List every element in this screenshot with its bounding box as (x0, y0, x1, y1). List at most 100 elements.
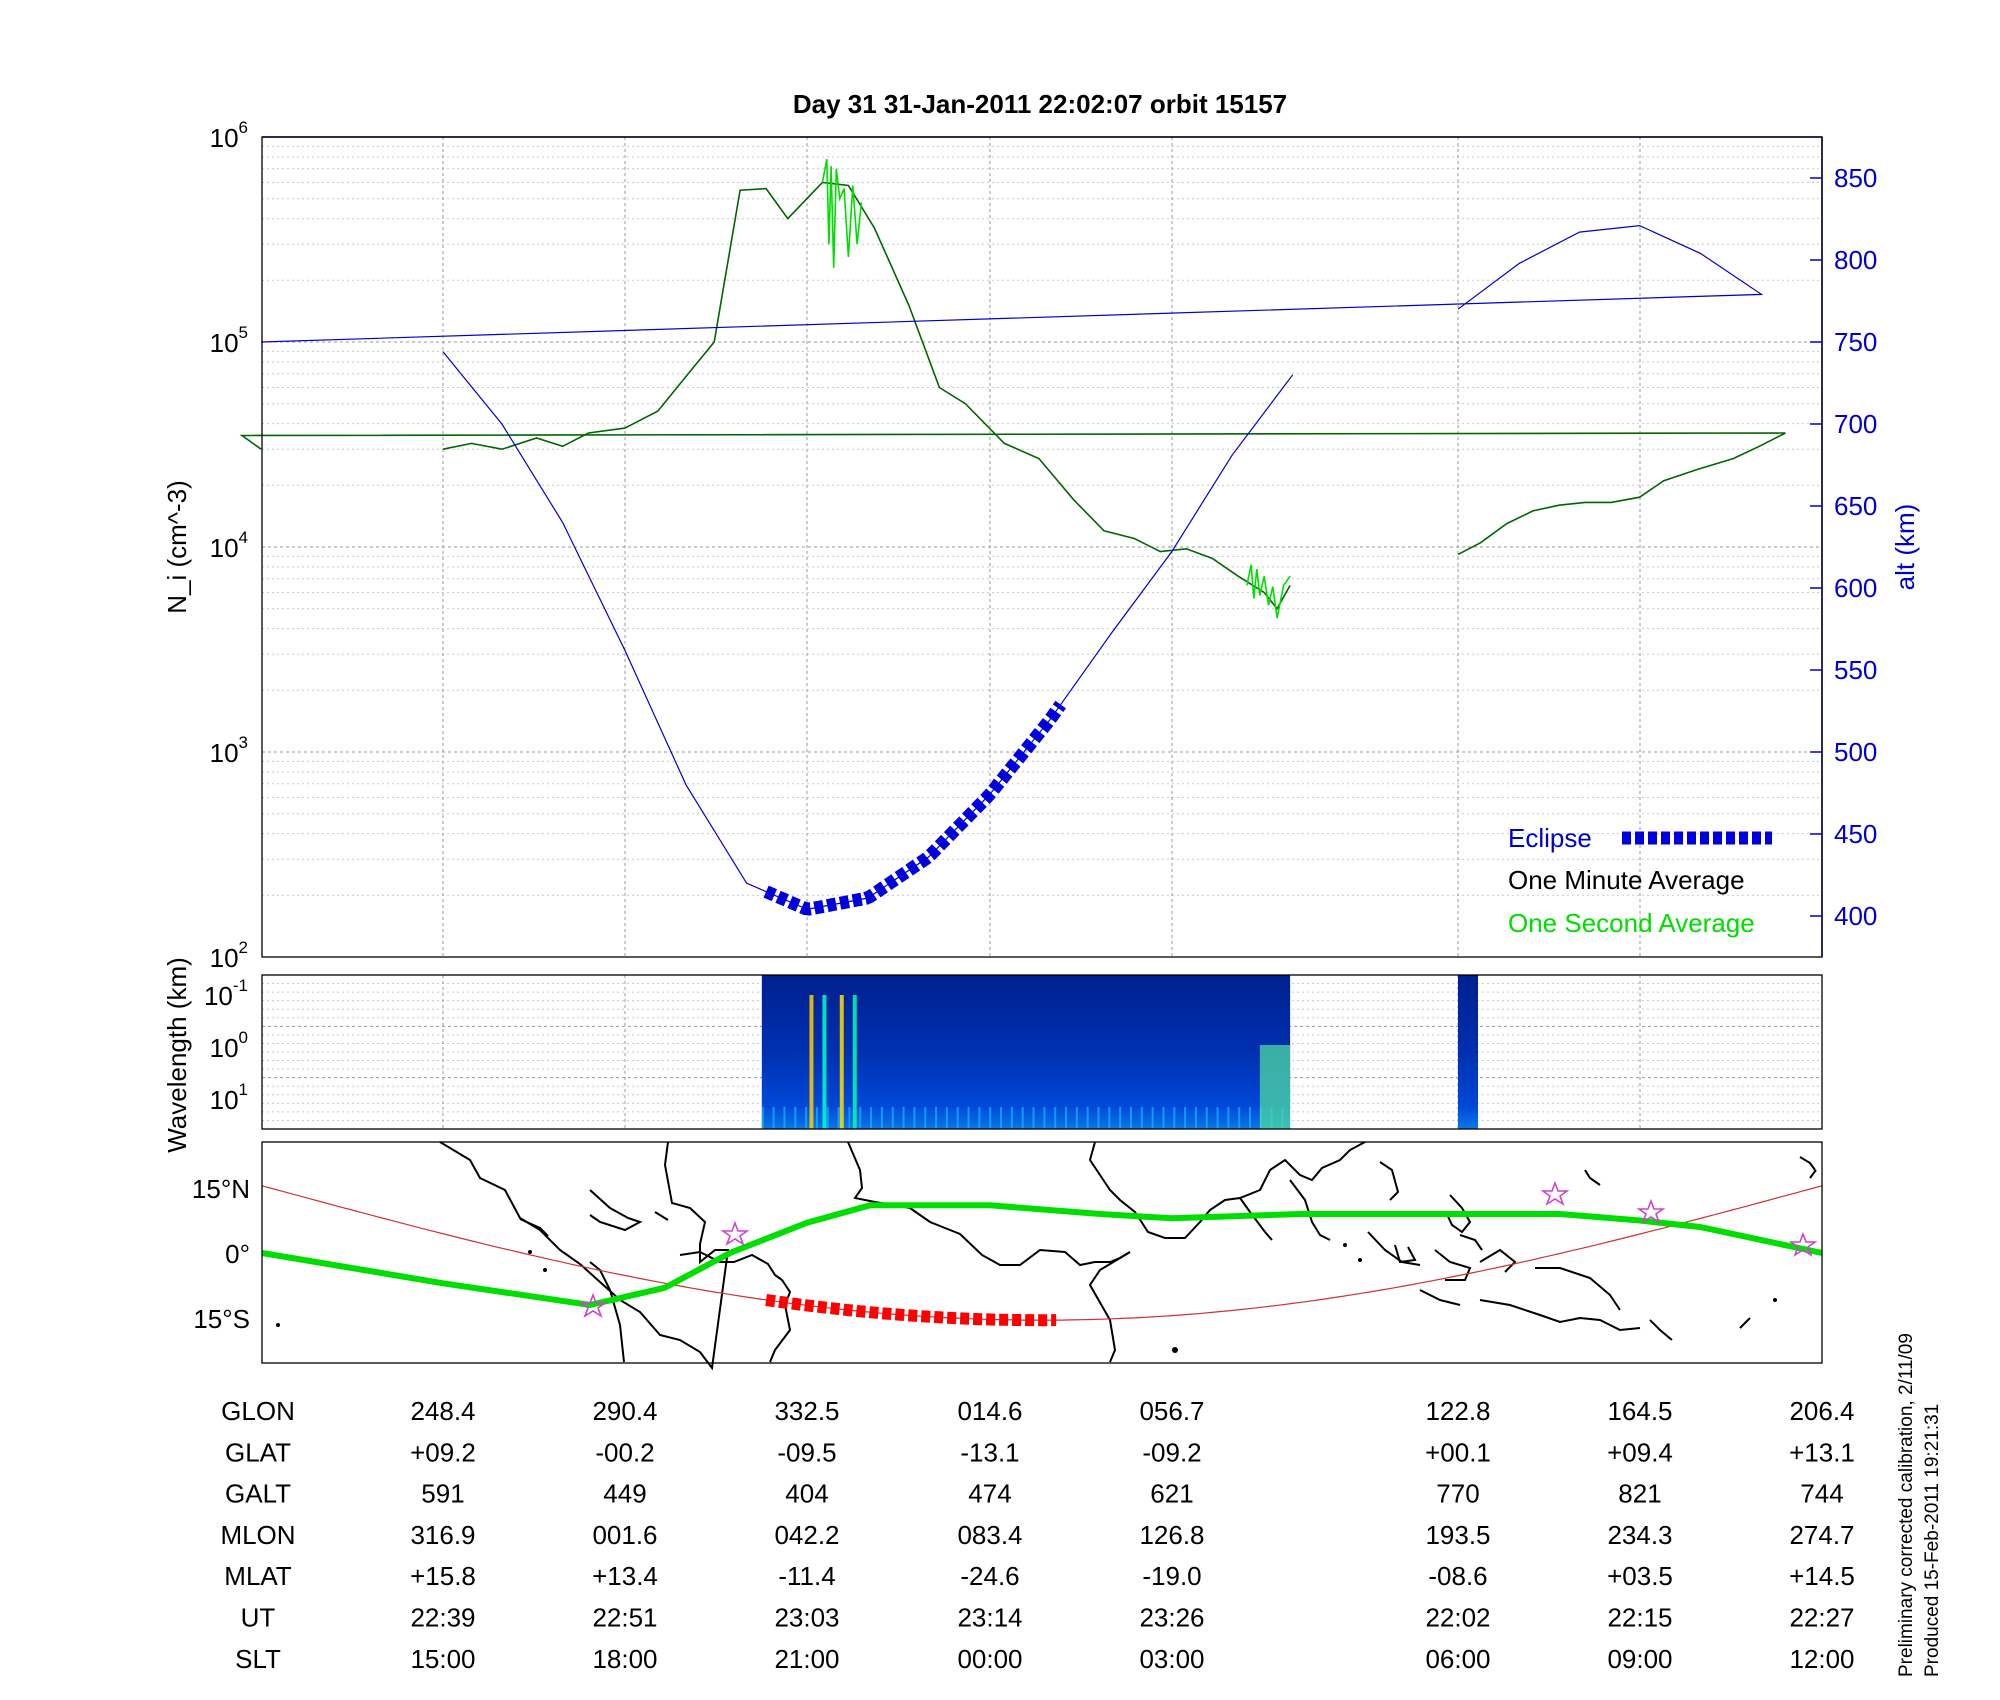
spectrogram-streak (1075, 1107, 1078, 1129)
table-row-label: UT (241, 1603, 276, 1633)
table-cell: 23:14 (957, 1603, 1022, 1633)
table-row-label: GLON (221, 1396, 295, 1426)
spectrogram-streak (822, 995, 827, 1129)
spectrogram-streak (1129, 1107, 1132, 1129)
spectrogram-block (1458, 975, 1478, 1129)
table-cell: 22:15 (1607, 1603, 1672, 1633)
spectrogram-streak (794, 1107, 797, 1129)
left-tick-label: 106 (210, 118, 248, 153)
spectrogram-streak (1119, 1107, 1122, 1129)
magnetic-equator-line (261, 1185, 1823, 1321)
spectrogram-streak (891, 1107, 894, 1129)
star-marker (1540, 1180, 1570, 1206)
series-line (239, 432, 1786, 556)
map-tick-label: 15°N (192, 1174, 250, 1204)
table-cell: 23:03 (774, 1603, 839, 1633)
spectrogram-streak (852, 995, 857, 1129)
table-cell: 042.2 (774, 1520, 839, 1550)
table-cell: +00.1 (1425, 1437, 1491, 1467)
left-tick-label: 103 (210, 733, 248, 768)
side-note-line2: Produced 15-Feb-2011 19:21:31 (1922, 1404, 1943, 1677)
spectrogram-streak (945, 1107, 948, 1129)
series-line (821, 158, 863, 268)
table-cell: 126.8 (1139, 1520, 1204, 1550)
spectrogram-streak (1216, 1107, 1219, 1129)
table-cell: 591 (421, 1479, 464, 1509)
right-tick-label: 400 (1834, 901, 1877, 931)
left-tick-label: 102 (210, 938, 248, 973)
spectrogram-streak (1097, 1107, 1100, 1129)
spectrogram-streak (1054, 1107, 1057, 1129)
spectrogram-streak (1043, 1107, 1046, 1129)
legend-one-minute-label: One Minute Average (1508, 865, 1745, 895)
side-note-line1: Preliminary corrected calibration, 2/11/… (1896, 1333, 1917, 1677)
spectrogram-streak (956, 1107, 959, 1129)
right-axis-label: alt (km) (1890, 504, 1920, 591)
spectrogram-streak (761, 1107, 764, 1129)
spectrogram-block (761, 975, 1291, 1129)
right-tick-label: 450 (1834, 819, 1877, 849)
table-cell: 290.4 (592, 1396, 657, 1426)
table-cell: 22:39 (410, 1603, 475, 1633)
right-tick-label: 550 (1834, 655, 1877, 685)
table-cell: 821 (1618, 1479, 1661, 1509)
table-cell: 22:27 (1789, 1603, 1854, 1633)
table-cell: 621 (1150, 1479, 1193, 1509)
table-cell: 474 (968, 1479, 1011, 1509)
table-cell: 09:00 (1607, 1644, 1672, 1674)
table-cell: 014.6 (957, 1396, 1022, 1426)
orbit-table: GLON 248.4 290.4 332.5 014.6 056.7 122.8 164.5 2… (220, 1396, 1854, 1674)
left-tick-label: 105 (210, 323, 248, 358)
table-cell: 122.8 (1425, 1396, 1490, 1426)
top-panel-frame (261, 136, 1823, 958)
right-axis-ticks: 400 450 500 550 600 650 700 750 800 850 (1810, 163, 1877, 931)
table-cell: 18:00 (592, 1644, 657, 1674)
spectrogram-streak (1227, 1107, 1230, 1129)
table-cell: 00:00 (957, 1644, 1022, 1674)
table-cell: -11.4 (778, 1561, 835, 1591)
table-cell: 03:00 (1139, 1644, 1204, 1674)
table-cell: 22:51 (592, 1603, 657, 1633)
table-cell: -19.0 (1142, 1561, 1201, 1591)
table-cell: 12:00 (1789, 1644, 1854, 1674)
right-tick-label: 650 (1834, 491, 1877, 521)
spectrogram-streak (913, 1107, 916, 1129)
spectrogram-streak (809, 995, 814, 1129)
series-line (261, 224, 1764, 343)
spectrogram-streak (1238, 1107, 1241, 1129)
spectrogram-streak (1000, 1107, 1003, 1129)
table-cell: 234.3 (1607, 1520, 1672, 1550)
spectrogram-streak (783, 1107, 786, 1129)
spectrogram-streak (1259, 1045, 1291, 1129)
map-star-markers (578, 1180, 1818, 1318)
spectrogram-streak (1151, 1107, 1154, 1129)
spectrogram-streak (1249, 1107, 1252, 1129)
spectrogram-streak (967, 1107, 970, 1129)
table-cell: 404 (785, 1479, 828, 1509)
legend-one-second-label: One Second Average (1508, 908, 1755, 938)
table-cell: +14.5 (1789, 1561, 1855, 1591)
map-tick-label: 15°S (193, 1304, 250, 1334)
spectrogram-streak (1194, 1107, 1197, 1129)
table-cell: -00.2 (595, 1437, 654, 1467)
table-cell: 22:02 (1425, 1603, 1490, 1633)
table-row-label: MLAT (224, 1561, 292, 1591)
spectrogram-data (761, 975, 1478, 1129)
table-cell: +15.8 (410, 1561, 476, 1591)
table-cell: 332.5 (774, 1396, 839, 1426)
table-cell: 193.5 (1425, 1520, 1490, 1550)
table-cell: 15:00 (410, 1644, 475, 1674)
spectrogram-streak (924, 1107, 927, 1129)
spectrogram-streak (1010, 1107, 1013, 1129)
map-tick-label: 0° (225, 1239, 250, 1269)
table-cell: -09.2 (1142, 1437, 1201, 1467)
table-cell: 206.4 (1789, 1396, 1854, 1426)
spectrogram-tick-label: 10-1 (204, 976, 248, 1011)
spectrogram-streak (935, 1107, 938, 1129)
spectrogram-streak (989, 1107, 992, 1129)
spectrogram-tick-label: 101 (210, 1080, 248, 1115)
table-cell: 316.9 (410, 1520, 475, 1550)
table-cell: +03.5 (1607, 1561, 1673, 1591)
spectrogram-streak (902, 1107, 905, 1129)
